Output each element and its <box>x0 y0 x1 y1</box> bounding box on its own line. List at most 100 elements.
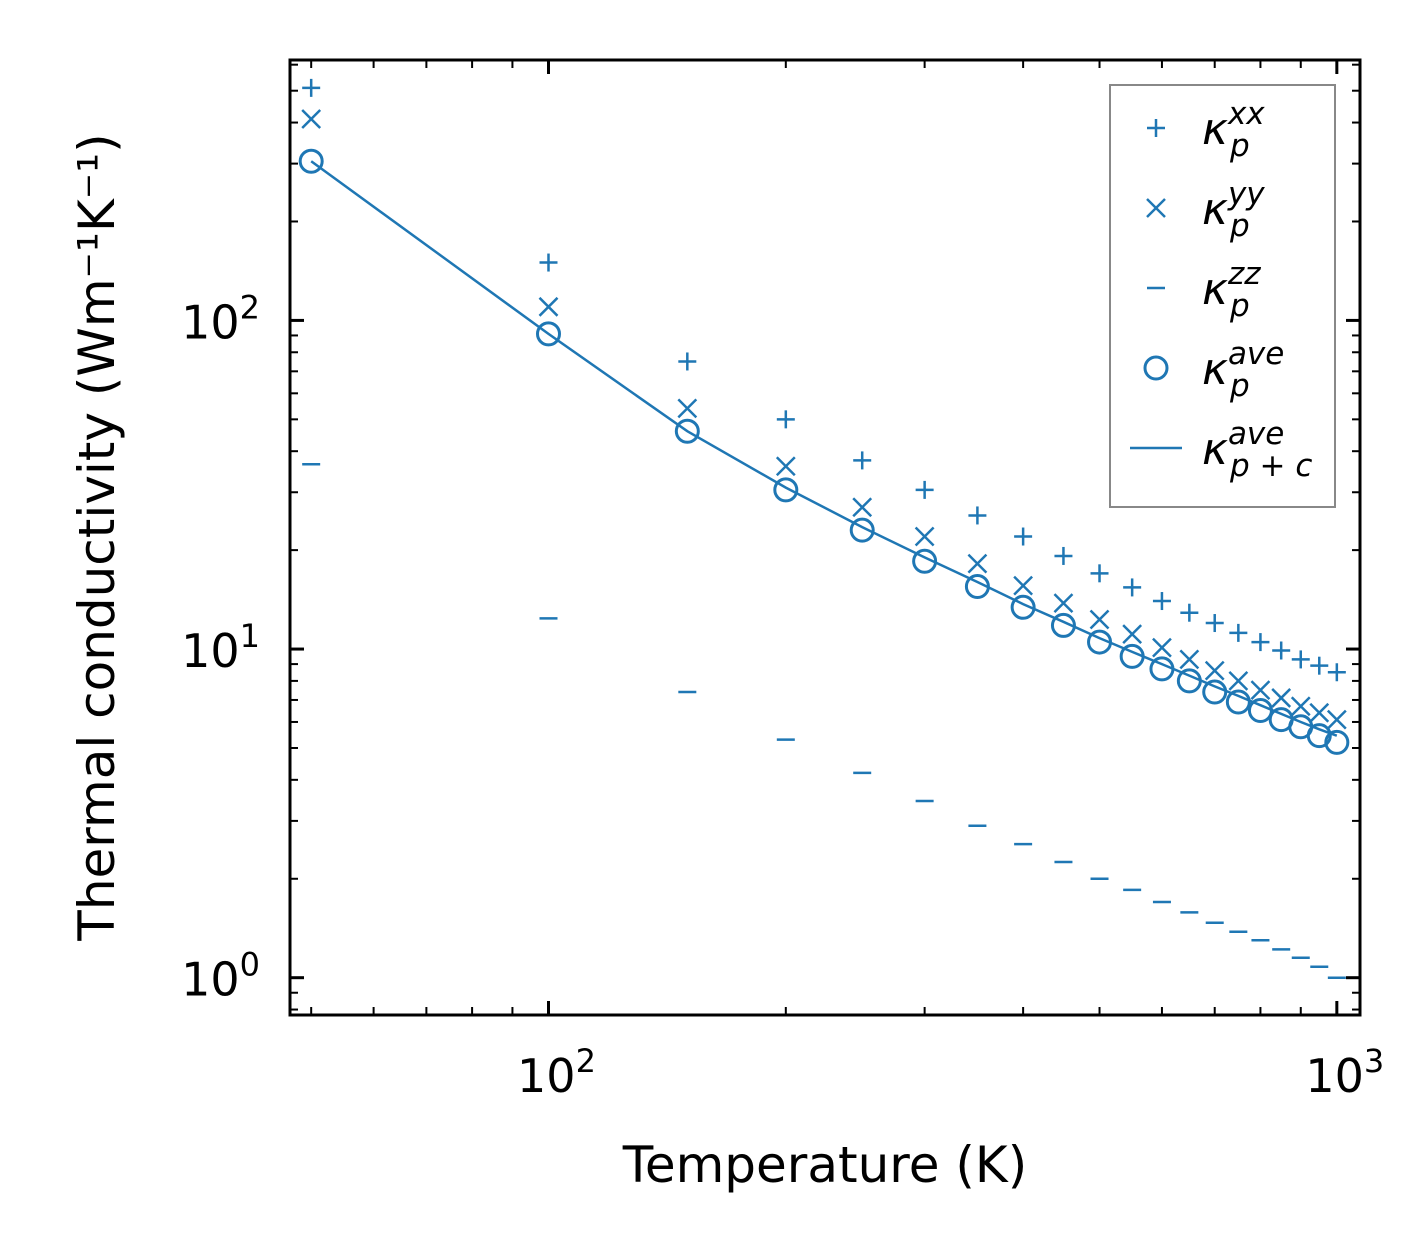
x-marker-b <box>1152 637 1172 658</box>
x-marker-b <box>852 497 873 518</box>
x-marker-b <box>1309 702 1330 723</box>
data-point-kyy <box>1326 709 1347 730</box>
plot-frame <box>288 58 1362 1017</box>
legend-label-kyy: κyy <box>1202 176 1265 235</box>
data-point-kave <box>849 517 875 543</box>
data-point-kyy <box>1309 702 1330 723</box>
data-point-kyy <box>1152 637 1172 658</box>
x-marker-b <box>967 553 988 574</box>
data-point-kyy <box>1089 609 1110 630</box>
data-point-kxx <box>1205 614 1224 633</box>
legend-label-kave: κave <box>1202 336 1284 395</box>
data-point-kyy <box>914 526 935 547</box>
x-marker-b <box>914 526 935 547</box>
data-point-kxx <box>302 78 321 97</box>
data-point-kyy <box>1204 660 1225 681</box>
x-marker-b <box>1250 680 1271 700</box>
data-point-kyy <box>677 398 698 419</box>
x-tick-label: 103 <box>1305 1042 1384 1103</box>
data-point-kxx <box>776 410 795 429</box>
data-point-kxx <box>1291 650 1310 669</box>
data-point-kave <box>298 148 324 174</box>
legend-sub-kzz: p <box>1229 288 1250 324</box>
tick-labels: 102 103 100 101 102 <box>181 288 1384 1103</box>
data-point-kyy <box>1228 671 1249 691</box>
series-kyy <box>301 109 1347 730</box>
data-point-kyy <box>1013 575 1034 596</box>
data-point-kyy <box>775 456 796 477</box>
x-marker-b <box>1290 696 1311 717</box>
x-marker-b <box>775 456 796 477</box>
data-point-kxx <box>1272 641 1291 660</box>
data-point-kxx <box>1090 564 1109 583</box>
data-point-kxx <box>853 451 872 470</box>
x-axis-label: Temperature (K) <box>622 1136 1027 1194</box>
legend-sub-kave: p <box>1229 368 1250 404</box>
data-point-kxx <box>1014 527 1033 546</box>
legend-marker-kyy <box>1146 198 1166 218</box>
x-marker-b <box>1089 609 1110 630</box>
legend-marker-kave <box>1143 355 1169 381</box>
y-tick-label: 100 <box>181 946 260 1007</box>
legend-label-kxx: κxx <box>1202 96 1265 155</box>
data-point-kave <box>674 418 700 444</box>
x-marker-b <box>1122 624 1143 645</box>
y-tick-label: 102 <box>181 288 260 349</box>
data-point-kyy <box>538 296 559 317</box>
data-point-kave <box>535 321 561 347</box>
x-marker-b <box>1013 575 1034 596</box>
data-point-kxx <box>678 352 697 371</box>
x-tick-label: 102 <box>517 1042 596 1103</box>
x-marker-b <box>1228 671 1249 691</box>
legend-sub-kyy: p <box>1229 208 1250 244</box>
legend-marker-kxx <box>1147 119 1165 137</box>
data-point-kxx <box>1180 603 1199 622</box>
x-marker-b <box>538 296 559 317</box>
data-point-kxx <box>1327 663 1346 682</box>
legend-sub-kpc: p + c <box>1229 448 1312 484</box>
data-point-kyy <box>1271 688 1292 708</box>
data-point-kave <box>1306 723 1332 749</box>
x-marker-b <box>1146 198 1166 218</box>
x-marker-b <box>1326 709 1347 730</box>
data-point-kyy <box>1053 593 1074 613</box>
data-point-kxx <box>1152 592 1171 611</box>
legend-label-kzz: κzz <box>1202 256 1261 315</box>
data-point-kxx <box>1054 546 1073 565</box>
data-point-kxx <box>1310 656 1329 675</box>
data-point-kave <box>1324 729 1350 755</box>
legend-label-kpc: κave <box>1202 416 1284 475</box>
data-point-kxx <box>915 480 934 499</box>
series-line-kpc <box>310 160 1338 737</box>
x-marker-b <box>301 109 322 129</box>
x-marker-b <box>1204 660 1225 681</box>
data-point-kxx <box>968 506 987 525</box>
y-axis-label: Thermal conductivity (Wm⁻¹K⁻¹) <box>68 133 126 941</box>
data-point-kxx <box>1251 633 1270 652</box>
data-point-kave <box>1010 594 1036 620</box>
data-point-kyy <box>1250 680 1271 700</box>
x-marker-b <box>1271 688 1292 708</box>
data-point-kave <box>773 477 799 503</box>
y-tick-label: 101 <box>181 617 260 678</box>
data-point-kyy <box>301 109 322 129</box>
data-point-kyy <box>967 553 988 574</box>
series-kxx <box>302 78 1346 682</box>
x-marker-b <box>1053 593 1074 613</box>
data-point-kxx <box>1229 623 1248 642</box>
data-point-kxx <box>1123 578 1142 597</box>
legend-sub-kxx: p <box>1229 128 1250 164</box>
data-point-kxx <box>539 253 558 272</box>
data-point-kyy <box>852 497 873 518</box>
series-kzz <box>302 463 1346 979</box>
data-point-kyy <box>1179 649 1200 670</box>
legend-frame <box>1109 84 1336 508</box>
data-point-kave <box>1225 689 1251 715</box>
x-marker-b <box>1179 649 1200 670</box>
data-marks <box>298 78 1350 979</box>
series-kpc <box>310 160 1338 737</box>
data-point-kyy <box>1122 624 1143 645</box>
data-point-kyy <box>1290 696 1311 717</box>
